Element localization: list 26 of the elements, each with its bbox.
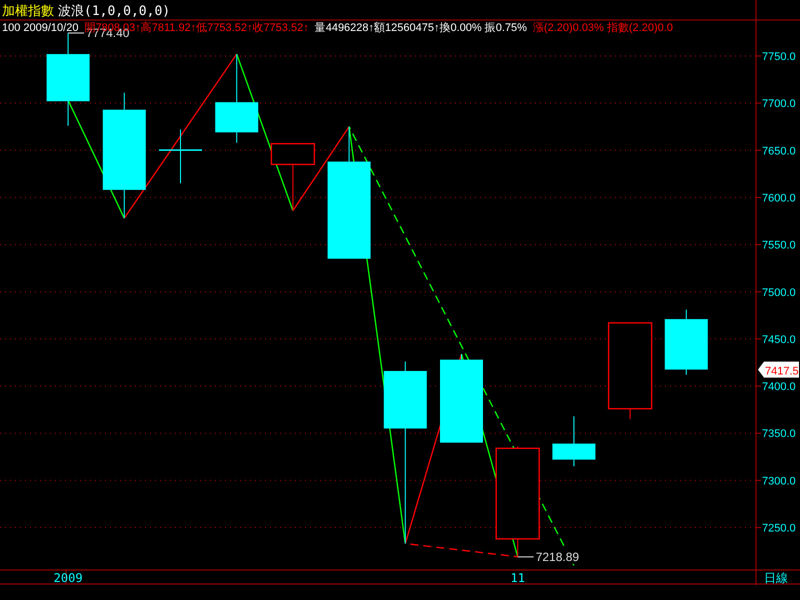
y-tick-label: 7550.0 <box>762 240 796 252</box>
candlestick <box>159 129 202 184</box>
annotation: 100 2009/10/20 <box>2 22 78 34</box>
text: 7417.5 <box>765 366 799 378</box>
y-tick-label: 7600.0 <box>762 192 796 204</box>
annotation: 漲(2.20)0.03% 指數(2.20)0.0 <box>532 22 673 34</box>
annotation: 量4496228↑額12560475↑換0.00% 振0.75% <box>314 21 528 34</box>
text: 日線 <box>764 571 788 585</box>
y-tick-label: 7250.0 <box>762 522 796 535</box>
candlestick <box>215 54 258 144</box>
y-tick-label: 7500.0 <box>762 286 796 299</box>
y-tick-label: 7450.0 <box>762 334 796 346</box>
y-tick-label: 7300.0 <box>762 475 796 488</box>
y-tick-label: 7750.0 <box>762 50 796 63</box>
chart-subtitle: 波浪(1,0,0,0,0) <box>58 3 170 19</box>
y-tick-label: 7700.0 <box>762 98 796 110</box>
annotation: 7218.89 <box>536 550 580 564</box>
candlestick <box>102 92 146 219</box>
candlestick <box>664 309 708 376</box>
y-tick-label: 7350.0 <box>762 428 796 440</box>
chart-title: 加權指數 <box>2 4 54 19</box>
candlestick <box>384 361 427 544</box>
x-tick-label: 11 <box>510 571 525 585</box>
candlestick <box>552 416 596 467</box>
y-tick-label: 7400.0 <box>762 381 796 394</box>
y-tick-label: 7650.0 <box>762 145 796 158</box>
